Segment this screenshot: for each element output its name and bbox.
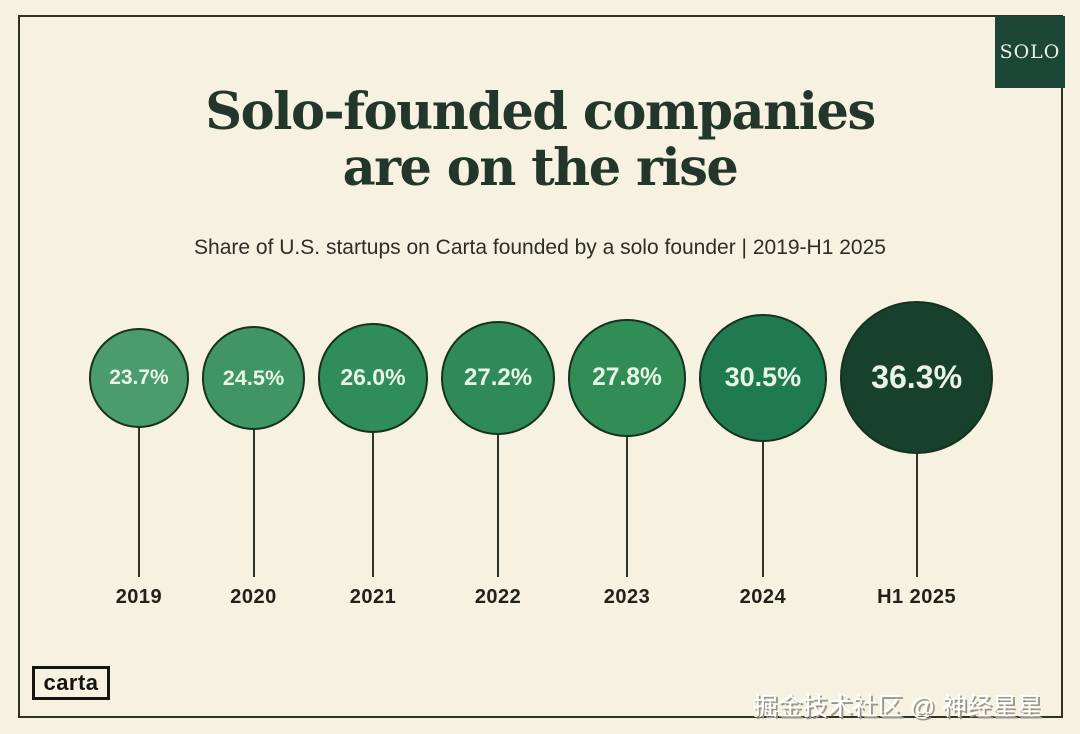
data-circle-h1-2025: 36.3%	[840, 301, 994, 455]
carta-logo: carta	[32, 666, 110, 700]
title-line-1: Solo-founded companies	[205, 82, 876, 142]
data-circle-2019: 23.7%	[89, 328, 189, 428]
stem-2020	[252, 426, 255, 577]
data-circle-2020: 24.5%	[201, 326, 306, 430]
category-label-2020: 2020	[230, 586, 277, 608]
category-label-2024: 2024	[739, 586, 787, 608]
value-label-2022: 27.2%	[463, 363, 533, 391]
page-title: Solo-founded companies are on the rise	[0, 84, 1080, 196]
stem-h1-2025	[915, 451, 918, 577]
watermark-text: 掘金技术社区 @ 神经星星	[752, 693, 1042, 721]
carta-logo-text: carta	[43, 670, 99, 695]
data-circle-2024: 30.5%	[698, 313, 828, 443]
stem-2021	[371, 429, 374, 577]
value-label-2024: 30.5%	[724, 362, 802, 393]
value-label-h1-2025: 36.3%	[871, 359, 963, 396]
stem-2022	[497, 432, 500, 577]
category-label-2019: 2019	[115, 586, 163, 608]
value-label-2020: 24.5%	[222, 364, 285, 390]
solo-badge-label: SOLO	[999, 41, 1061, 63]
category-label-h1-2025: H1 2025	[877, 586, 957, 608]
stem-2024	[761, 439, 764, 577]
value-label-2023: 27.8%	[592, 363, 662, 391]
category-label-2021: 2021	[349, 586, 397, 608]
data-circle-2021: 26.0%	[318, 323, 428, 433]
data-circle-2022: 27.2%	[440, 320, 556, 436]
solo-badge: SOLO	[995, 16, 1065, 88]
category-label-2023: 2023	[603, 586, 651, 608]
value-label-2021: 26.0%	[340, 364, 406, 391]
chart-subtitle: Share of U.S. startups on Carta founded …	[194, 236, 886, 259]
category-label-2022: 2022	[474, 586, 522, 608]
title-line-2: are on the rise	[342, 138, 739, 199]
stem-2019	[137, 424, 140, 577]
data-circle-2023: 27.8%	[568, 319, 686, 437]
value-label-2019: 23.7%	[109, 365, 169, 389]
stem-2023	[625, 433, 628, 577]
